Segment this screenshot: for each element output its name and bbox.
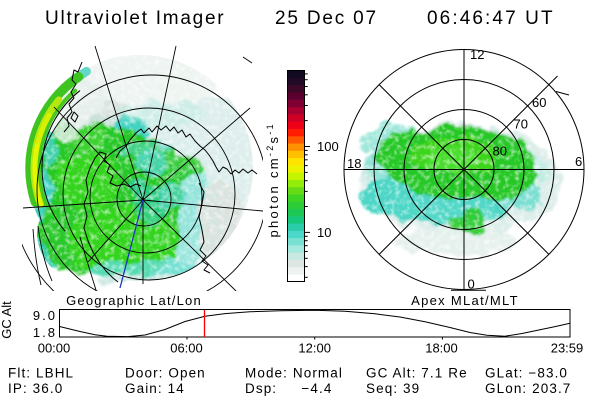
- svg-text:9.0: 9.0: [33, 308, 57, 323]
- svg-text:60: 60: [532, 95, 546, 110]
- svg-text:25 Dec 07: 25 Dec 07: [275, 8, 378, 29]
- svg-text:18: 18: [347, 156, 361, 171]
- svg-text:06:46:47 UT: 06:46:47 UT: [427, 8, 555, 29]
- svg-text:Dsp: −4.4: Dsp: −4.4: [245, 381, 332, 396]
- svg-text:00:00: 00:00: [38, 341, 71, 356]
- svg-text:18:00: 18:00: [425, 341, 458, 356]
- svg-text:GC Alt: GC Alt: [0, 301, 14, 339]
- svg-text:100: 100: [317, 139, 339, 154]
- svg-text:1.8: 1.8: [33, 325, 57, 340]
- svg-text:IP: 36.0: IP: 36.0: [8, 381, 63, 396]
- svg-text:0: 0: [468, 277, 475, 292]
- svg-text:10: 10: [317, 225, 331, 240]
- svg-text:Gain: 14: Gain: 14: [125, 381, 185, 396]
- svg-text:80: 80: [493, 144, 507, 159]
- svg-text:Door: Open: Door: Open: [125, 365, 206, 380]
- svg-text:GLon: 203.7: GLon: 203.7: [485, 381, 571, 396]
- svg-text:Ultraviolet Imager: Ultraviolet Imager: [45, 8, 225, 29]
- svg-text:Seq: 39: Seq: 39: [366, 381, 420, 396]
- svg-text:70: 70: [514, 117, 528, 132]
- svg-text:GC Alt: 7.1 Re: GC Alt: 7.1 Re: [366, 365, 468, 380]
- svg-text:12:00: 12:00: [298, 341, 331, 356]
- svg-text:Apex MLat/MLT: Apex MLat/MLT: [411, 293, 519, 308]
- svg-text:GLat: −83.0: GLat: −83.0: [485, 365, 568, 380]
- svg-text:23:59: 23:59: [551, 341, 584, 356]
- svg-text:Flt: LBHL: Flt: LBHL: [8, 365, 74, 380]
- svg-text:06:00: 06:00: [170, 341, 203, 356]
- svg-text:Mode: Normal: Mode: Normal: [245, 365, 343, 380]
- svg-text:Geographic Lat/Lon: Geographic Lat/Lon: [66, 293, 202, 308]
- svg-text:12: 12: [470, 47, 484, 62]
- svg-text:photon cm-2s-1: photon cm-2s-1: [265, 122, 281, 237]
- svg-text:6: 6: [575, 154, 582, 169]
